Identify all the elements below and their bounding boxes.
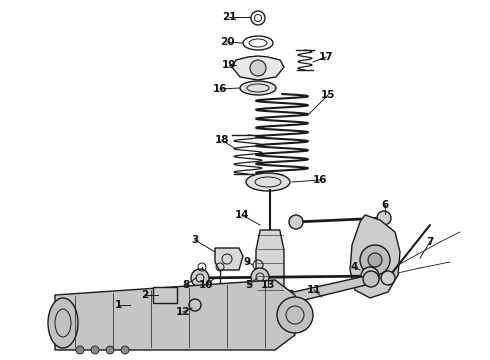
Circle shape	[360, 245, 390, 275]
Circle shape	[274, 292, 290, 308]
Ellipse shape	[246, 173, 290, 191]
Text: 11: 11	[307, 285, 321, 295]
Text: 12: 12	[176, 307, 190, 317]
Text: 6: 6	[381, 200, 389, 210]
Circle shape	[76, 346, 84, 354]
Circle shape	[121, 346, 129, 354]
Text: 16: 16	[213, 84, 227, 94]
Polygon shape	[165, 294, 285, 311]
Text: 17: 17	[318, 52, 333, 62]
Text: 8: 8	[182, 280, 190, 290]
Circle shape	[189, 299, 201, 311]
Polygon shape	[232, 56, 284, 80]
Circle shape	[363, 271, 379, 287]
Ellipse shape	[48, 298, 78, 348]
Text: 20: 20	[220, 37, 234, 47]
Circle shape	[160, 297, 176, 313]
Circle shape	[91, 346, 99, 354]
Text: 5: 5	[245, 280, 253, 290]
Text: 4: 4	[350, 262, 358, 272]
Text: 3: 3	[192, 235, 198, 245]
Circle shape	[106, 346, 114, 354]
Text: 14: 14	[235, 210, 249, 220]
Text: 15: 15	[321, 90, 335, 100]
Text: 2: 2	[142, 290, 148, 300]
Polygon shape	[251, 290, 292, 307]
Text: 9: 9	[244, 257, 250, 267]
Text: 10: 10	[199, 280, 213, 290]
Polygon shape	[153, 287, 177, 303]
Polygon shape	[350, 215, 400, 298]
Polygon shape	[280, 275, 374, 305]
Text: 19: 19	[222, 60, 236, 70]
Polygon shape	[55, 280, 295, 350]
Text: 1: 1	[114, 300, 122, 310]
Text: 18: 18	[215, 135, 229, 145]
Text: 21: 21	[222, 12, 236, 22]
Circle shape	[274, 292, 290, 308]
Circle shape	[191, 269, 209, 287]
Ellipse shape	[240, 81, 276, 95]
Circle shape	[381, 271, 395, 285]
Text: 13: 13	[261, 280, 275, 290]
Polygon shape	[256, 230, 284, 295]
Circle shape	[361, 267, 379, 285]
Circle shape	[377, 211, 391, 225]
Circle shape	[277, 297, 313, 333]
Circle shape	[250, 60, 266, 76]
Circle shape	[251, 268, 269, 286]
Polygon shape	[215, 248, 243, 270]
Text: 16: 16	[313, 175, 327, 185]
Text: 7: 7	[426, 237, 434, 247]
Circle shape	[368, 253, 382, 267]
Circle shape	[289, 215, 303, 229]
